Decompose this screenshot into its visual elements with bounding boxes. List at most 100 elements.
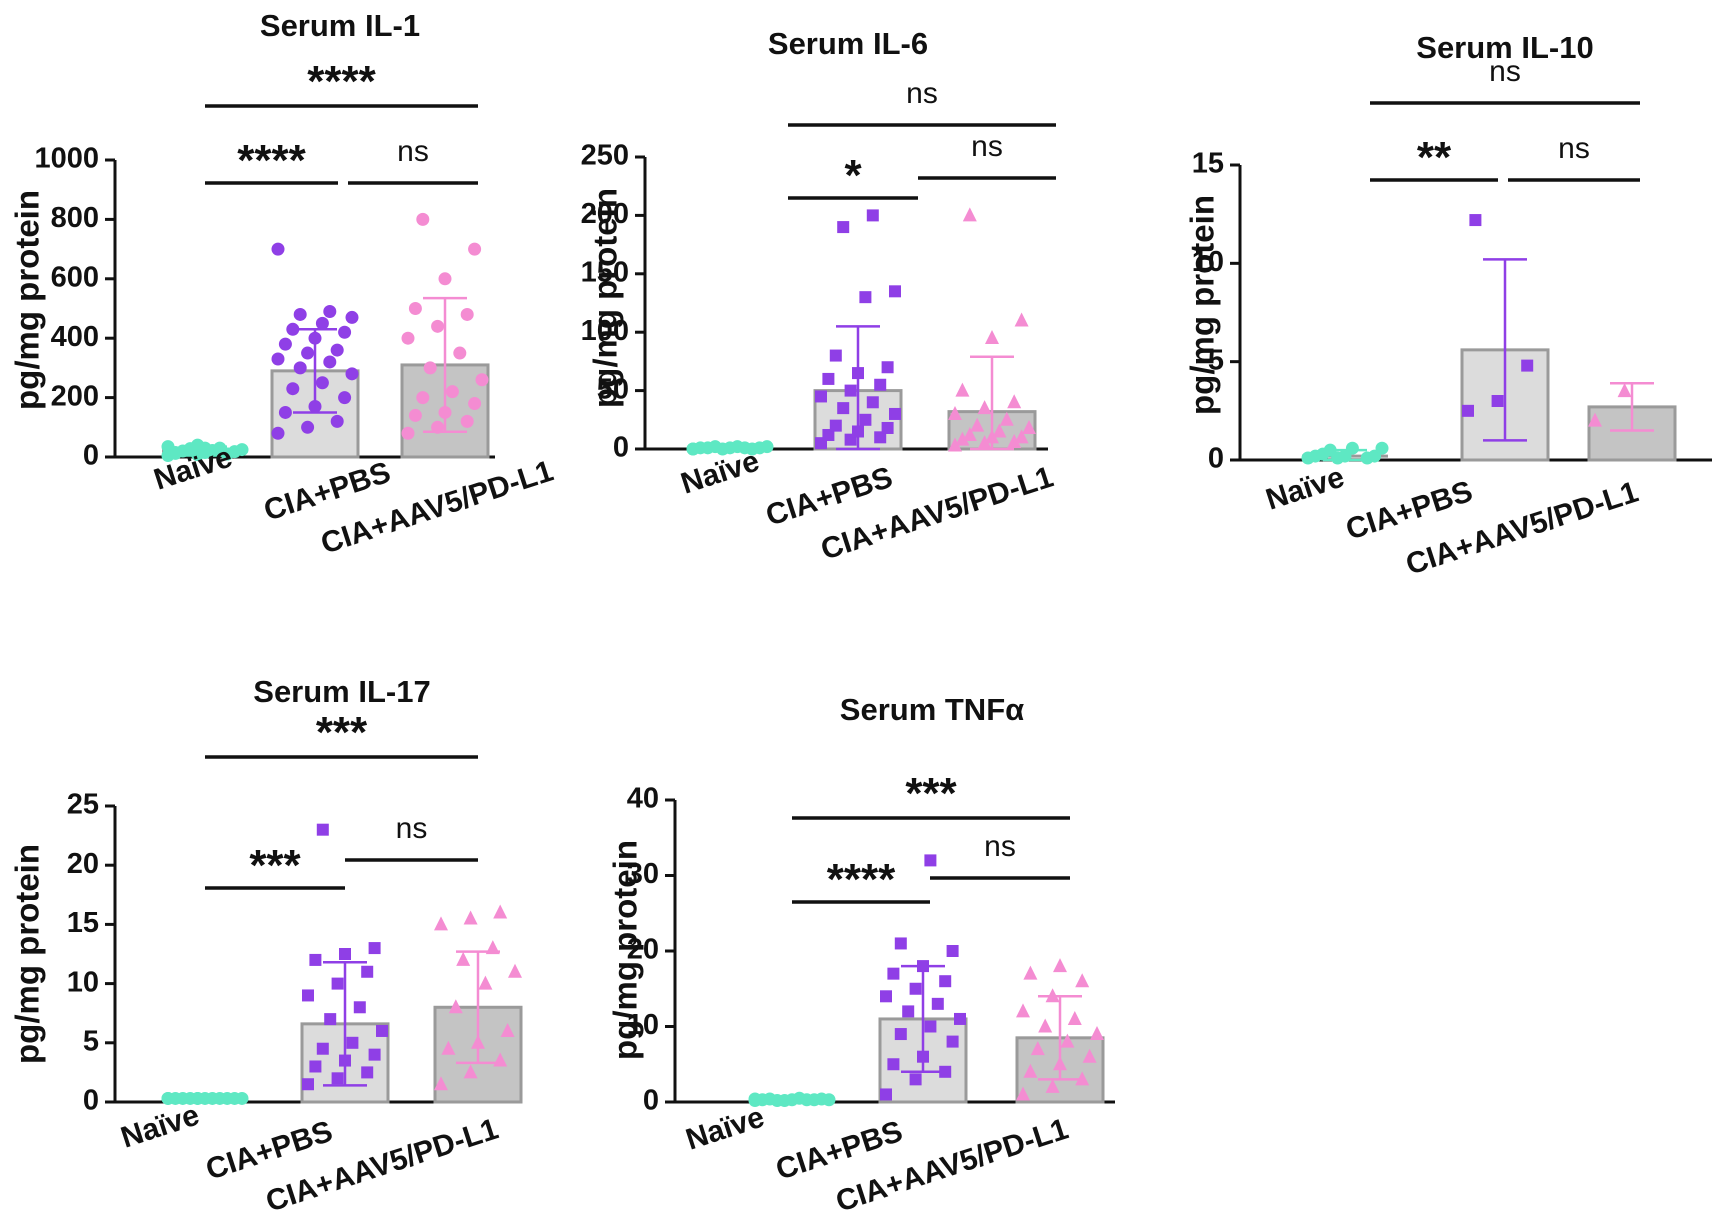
data-point <box>475 373 489 387</box>
data-point <box>902 1005 915 1018</box>
data-point <box>1014 429 1029 444</box>
y-tick-label: 10 <box>67 966 99 998</box>
data-point <box>852 367 864 380</box>
data-point <box>946 945 959 957</box>
data-point <box>962 207 977 222</box>
data-point <box>308 331 322 345</box>
data-point <box>955 431 970 446</box>
data-point <box>338 391 352 405</box>
y-tick-label: 40 <box>627 783 659 815</box>
data-point <box>308 400 322 414</box>
data-point <box>368 1048 381 1061</box>
data-point <box>493 1052 508 1067</box>
data-point <box>338 325 352 339</box>
data-point <box>423 361 437 375</box>
data-point <box>1016 1003 1030 1018</box>
significance-label: *** <box>316 708 368 757</box>
significance-label: *** <box>905 769 957 818</box>
data-point <box>738 441 752 455</box>
data-point <box>1038 1018 1053 1033</box>
data-point <box>1023 1063 1038 1078</box>
x-category-label: Naïve <box>682 1101 768 1157</box>
data-point <box>1075 973 1090 988</box>
y-tick-label: 250 <box>581 140 629 172</box>
data-point <box>286 322 300 336</box>
data-point <box>948 437 962 452</box>
data-point <box>416 391 430 405</box>
data-point <box>353 1001 366 1014</box>
data-point <box>917 960 929 973</box>
y-tick-label: 15 <box>67 907 99 939</box>
y-tick-label: 5 <box>83 1025 99 1057</box>
data-point <box>1521 359 1534 372</box>
data-point <box>1053 958 1067 973</box>
y-tick-label: 10 <box>627 1009 659 1041</box>
y-axis-label: pg/mg protein <box>9 844 46 1064</box>
data-point <box>1022 419 1036 434</box>
data-point <box>401 331 415 345</box>
data-point <box>315 376 329 390</box>
y-tick-label: 0 <box>643 1085 659 1117</box>
y-tick-label: 10 <box>1192 246 1224 278</box>
chart-serum-il-6: Serum IL-6pg/mg protein050100150200250Na… <box>581 26 1058 566</box>
x-category-label: Naïve <box>117 1099 203 1155</box>
data-point <box>1491 395 1504 407</box>
data-point <box>1045 1078 1060 1093</box>
data-point <box>434 916 448 931</box>
data-point <box>822 428 835 441</box>
data-point <box>955 382 970 397</box>
data-point <box>1016 1086 1030 1101</box>
data-point <box>500 1022 515 1037</box>
data-point <box>301 346 315 360</box>
data-point <box>760 440 774 454</box>
data-point <box>686 442 700 456</box>
data-point <box>323 304 337 318</box>
chart-title: Serum TNFα <box>840 692 1024 727</box>
data-point <box>1023 965 1038 980</box>
data-point <box>992 423 1007 438</box>
data-point <box>874 378 887 391</box>
data-point <box>948 405 962 420</box>
data-point <box>302 1078 314 1091</box>
x-category-label: Naïve <box>1262 461 1348 517</box>
data-point <box>939 975 952 988</box>
data-point <box>1007 433 1022 448</box>
significance-label: ns <box>971 130 1003 163</box>
data-point <box>1053 1056 1067 1071</box>
data-point <box>931 997 944 1010</box>
data-point <box>874 431 887 444</box>
y-tick-label: 25 <box>67 789 99 821</box>
data-point <box>361 1066 374 1079</box>
data-point <box>889 407 901 420</box>
data-point <box>1030 1041 1045 1056</box>
data-point <box>441 1040 456 1055</box>
data-point <box>408 302 422 315</box>
data-point <box>213 1091 227 1105</box>
data-point <box>471 1034 485 1049</box>
data-point <box>463 1064 478 1079</box>
data-point <box>894 937 907 950</box>
data-point <box>1588 412 1602 427</box>
significance-label: ns <box>396 812 428 845</box>
data-point <box>1082 1048 1097 1063</box>
significance-label: * <box>844 151 862 200</box>
significance-label: ns <box>1489 55 1521 88</box>
data-point <box>962 426 977 441</box>
data-point <box>293 307 307 321</box>
data-point <box>770 1093 784 1107</box>
data-point <box>1462 404 1474 417</box>
y-tick-label: 1000 <box>34 143 99 175</box>
data-point <box>191 1091 205 1105</box>
data-point <box>909 982 922 995</box>
data-point <box>301 420 315 434</box>
data-point <box>463 910 478 925</box>
data-point <box>1007 394 1022 409</box>
data-point <box>346 1036 359 1049</box>
data-point <box>1075 1071 1090 1086</box>
data-point <box>859 413 872 426</box>
data-point <box>939 1065 952 1078</box>
data-point <box>1067 1010 1082 1025</box>
data-point <box>431 319 445 333</box>
